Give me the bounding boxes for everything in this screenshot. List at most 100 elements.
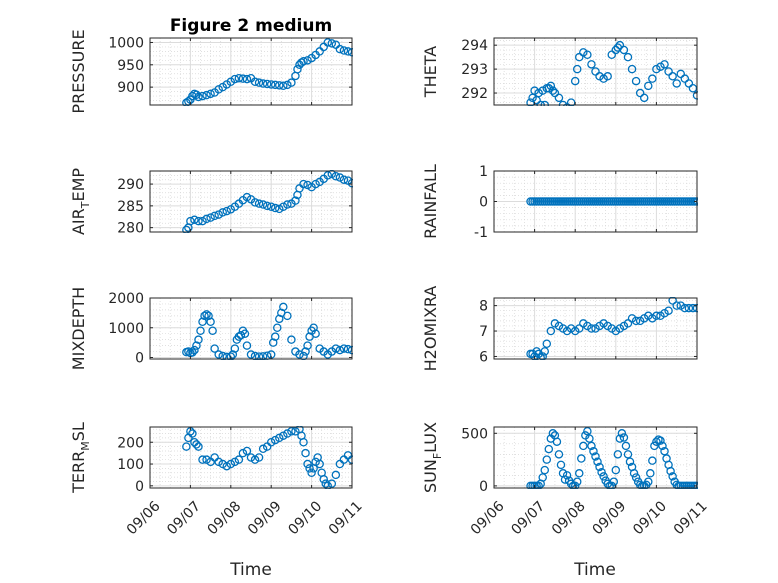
- terr-msl-data-point: [270, 435, 280, 445]
- mixdepth-data-point: [230, 344, 240, 353]
- sun-flux-data-point: [619, 433, 629, 442]
- air-temp-data-point: [283, 200, 292, 209]
- rainfall-ylabel: RAINFALL: [421, 164, 440, 239]
- air-temp-data-point: [242, 192, 252, 202]
- pressure-data-point: [270, 80, 280, 90]
- pressure-data-point: [283, 80, 292, 90]
- pressure-data-point: [266, 80, 276, 89]
- mixdepth-data-point: [299, 351, 308, 360]
- mixdepth-data-point: [214, 350, 223, 359]
- mixdepth-data-point: [218, 351, 227, 360]
- pressure-ytick-label: 900: [117, 80, 144, 96]
- terr-msl-data-point: [287, 427, 296, 436]
- sun-flux-data-point: [579, 441, 588, 451]
- x-axis-label-left: Time: [229, 560, 272, 580]
- h2omixra-data-point: [664, 306, 673, 315]
- mixdepth-data-point: [339, 344, 349, 353]
- air-temp-data-point: [303, 180, 312, 190]
- sun-flux-data-point: [609, 477, 619, 486]
- rainfall-series: [526, 197, 698, 206]
- terr-msl-data-point: [188, 429, 197, 438]
- h2omixra-data-point: [542, 339, 552, 348]
- terr-msl-data-point: [307, 468, 316, 477]
- h2omixra-data-point: [672, 301, 681, 310]
- mixdepth-data-point: [240, 329, 250, 338]
- air-temp-data-point: [262, 201, 272, 211]
- pressure-data-point: [287, 78, 296, 87]
- terr-msl-data-point: [301, 448, 310, 458]
- sun-flux-data-point: [589, 446, 598, 456]
- terr-msl-data-point: [303, 459, 312, 469]
- air-temp-ylabel-subscript: T: [79, 201, 92, 209]
- pressure-data-point: [262, 79, 272, 89]
- h2omixra-data-point: [540, 347, 550, 356]
- terr-msl-data-point: [194, 442, 203, 451]
- pressure-data-point: [339, 46, 349, 55]
- pressure-data-point: [234, 73, 244, 83]
- mixdepth-data-point: [270, 332, 280, 341]
- sun-flux-ylabel-subscript: F: [431, 453, 444, 459]
- terr-msl-ytick-label: 100: [117, 457, 144, 473]
- terr-msl-data-point: [331, 470, 341, 480]
- sun-flux-data-point: [544, 444, 554, 454]
- terr-msl-data-point: [266, 437, 276, 447]
- sun-flux-data-point: [646, 469, 655, 478]
- pressure-data-point: [327, 39, 337, 48]
- mixdepth-data-point: [206, 317, 215, 327]
- sun-flux-data-point: [644, 477, 653, 486]
- terr-msl-data-point: [226, 459, 236, 469]
- air-temp-axes-box: [149, 170, 353, 233]
- pressure-data-point: [303, 56, 312, 65]
- sun-flux-data-point: [631, 473, 641, 482]
- theta-data-point: [554, 93, 564, 103]
- sun-flux-data-point: [583, 426, 592, 436]
- terr-msl-data-point: [218, 459, 227, 469]
- h2omixra-ylabel: H2OMIXRA: [421, 286, 440, 372]
- h2omixra-ytick-label: 7: [479, 324, 488, 340]
- air-temp-data-point: [258, 200, 268, 209]
- subplot-h2omixra: 6 7 8 H2OMIXRA: [421, 286, 698, 372]
- air-temp-data-point: [190, 215, 199, 225]
- h2omixra-ytick-label: 6: [479, 349, 488, 365]
- sun-flux-data-point: [552, 437, 562, 446]
- mixdepth-data-point: [335, 345, 345, 355]
- air-temp-ytick-label: 280: [117, 221, 144, 237]
- terr-msl-data-point: [202, 455, 211, 464]
- air-temp-data-point: [291, 196, 300, 205]
- sun-flux-data-point: [615, 434, 625, 443]
- sun-flux-data-point: [554, 450, 564, 459]
- theta-data-point: [572, 64, 582, 74]
- air-temp-data-point: [331, 171, 341, 181]
- terr-msl-data-point: [238, 448, 248, 458]
- mixdepth-data-point: [202, 310, 211, 319]
- subplot-rainfall: -1 0 1 RAINFALL: [421, 164, 698, 241]
- terr-msl-data-point: [319, 475, 328, 484]
- mixdepth-data-point: [246, 350, 256, 359]
- mixdepth-data-point: [275, 314, 284, 324]
- mixdepth-data-point: [196, 326, 205, 335]
- sun-flux-data-point: [658, 441, 667, 451]
- air-temp-data-point: [327, 170, 337, 179]
- theta-data-point: [639, 93, 649, 103]
- terr-msl-data-point: [214, 457, 223, 467]
- theta-data-point: [546, 81, 556, 91]
- air-temp-ylabel: AIRTEMP: [69, 168, 92, 235]
- mixdepth-ylabel: MIXDEPTH: [69, 287, 88, 370]
- pressure-series: [182, 38, 353, 106]
- mixdepth-data-point: [331, 344, 341, 353]
- mixdepth-data-point: [226, 352, 236, 360]
- theta-data-point: [648, 74, 657, 83]
- terr-msl-ylabel-subscript: M: [79, 441, 92, 451]
- theta-data-point: [570, 76, 580, 86]
- sun-flux-data-point: [648, 456, 657, 465]
- terr-msl-data-point: [275, 433, 284, 443]
- h2omixra-axes-box: [493, 297, 698, 360]
- air-temp-ylabel-main: AIR: [69, 208, 88, 235]
- air-temp-ylabel-rest: EMP: [69, 168, 88, 202]
- terr-msl-data-point: [192, 440, 201, 449]
- mixdepth-data-point: [184, 347, 193, 356]
- air-temp-data-point: [275, 204, 284, 214]
- pressure-data-point: [206, 89, 215, 99]
- figure-title: Figure 2 medium: [170, 16, 332, 36]
- theta-data-point: [631, 76, 641, 86]
